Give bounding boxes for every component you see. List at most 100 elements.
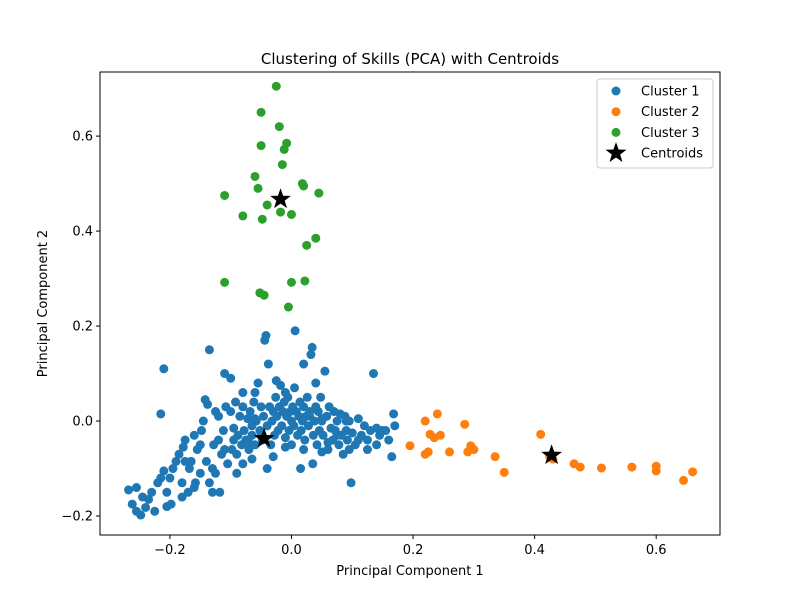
y-tick-label: 0.2 [72,320,93,335]
data-point [247,421,257,431]
data-point [229,435,239,445]
data-point [342,435,352,445]
data-point [316,392,326,402]
data-point [282,138,292,148]
data-point [259,290,269,300]
data-point [262,464,272,474]
data-point [223,459,233,469]
data-point [238,388,248,398]
legend: Cluster 1 Cluster 2 Cluster 3 Centroids [596,78,714,169]
data-point [271,392,281,402]
data-point [299,402,309,412]
data-point [276,207,286,217]
plot-area [124,81,698,520]
data-point [138,492,148,502]
data-point [302,392,312,402]
data-point [311,378,321,388]
data-point [124,485,134,495]
data-point [323,437,333,447]
data-point [353,414,363,424]
y-tick-label: 0.4 [72,225,93,240]
y-tick-label: −0.2 [61,510,93,525]
data-point [220,277,230,287]
chart-title: Clustering of Skills (PCA) with Centroid… [261,50,559,68]
data-point [338,449,348,459]
legend-label: Cluster 3 [641,126,700,141]
data-point [131,483,141,493]
data-point [387,452,397,462]
data-point [262,200,272,210]
data-point [359,421,369,431]
data-point [162,487,172,497]
data-point [198,416,208,426]
data-point [274,122,284,132]
data-point [460,419,470,429]
data-point [239,426,249,436]
data-point [189,483,199,493]
data-point [317,447,327,457]
data-point [314,188,324,198]
data-point [171,456,181,466]
legend-box [596,78,714,169]
data-point [247,430,257,440]
data-point [311,233,321,243]
data-point [307,342,317,352]
data-point [296,464,306,474]
data-point [420,416,430,426]
data-point [249,397,259,407]
data-point [277,421,287,431]
data-point [313,407,323,417]
data-point [290,326,300,336]
data-point [250,171,260,181]
data-point [226,373,236,383]
data-point [272,411,282,421]
data-point [286,277,296,287]
series-cluster-3 [220,81,324,312]
data-point [253,183,263,193]
data-point [296,426,306,436]
data-point [159,364,169,374]
data-point [259,411,269,421]
data-point [180,456,190,466]
data-point [168,464,178,474]
data-point [218,426,228,436]
data-point [195,440,205,450]
data-point [679,475,689,485]
data-point [280,433,290,443]
data-point [280,388,290,398]
data-point [215,487,225,497]
y-axis-label: Principal Component 2 [36,230,51,377]
data-point [300,435,310,445]
centroid-marker [253,427,275,448]
data-point [238,402,248,412]
data-point [261,331,271,341]
data-point [362,435,372,445]
legend-marker [611,127,621,137]
data-point [178,442,188,452]
data-point [244,445,254,455]
data-point [177,478,187,488]
data-point [286,209,296,219]
data-point [136,510,146,520]
data-point [207,487,217,497]
data-point [214,411,224,421]
data-point [141,502,151,512]
data-point [627,462,637,472]
data-point [332,430,342,440]
legend-marker [611,86,621,96]
data-point [220,190,230,200]
data-point [253,378,263,388]
data-point [306,350,316,360]
legend-marker [611,107,621,117]
data-point [256,107,266,117]
data-point [286,440,296,450]
data-point [214,435,224,445]
data-point [263,359,273,369]
legend-label: Centroids [641,147,703,162]
data-point [317,414,327,424]
data-point [299,445,309,455]
legend-label: Cluster 1 [641,85,700,100]
data-point [220,445,230,455]
x-tick-label: 0.0 [281,543,302,558]
data-point [174,449,184,459]
